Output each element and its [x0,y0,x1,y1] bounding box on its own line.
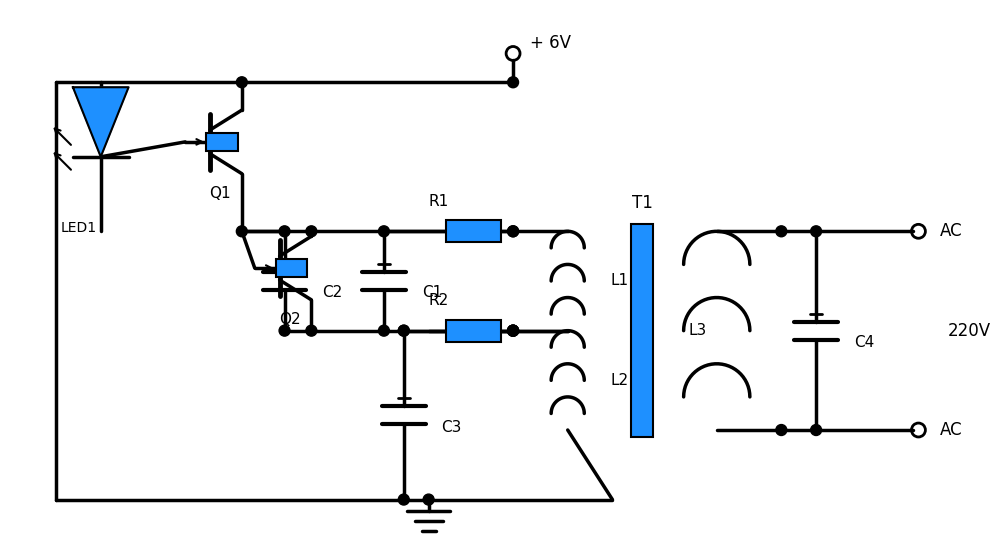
Circle shape [776,425,787,435]
Text: C4: C4 [854,335,874,350]
Circle shape [508,325,519,336]
FancyBboxPatch shape [446,220,501,242]
Text: L1: L1 [610,274,628,289]
Text: C3: C3 [442,420,462,435]
FancyBboxPatch shape [276,259,307,277]
Circle shape [236,226,247,237]
Circle shape [378,325,389,336]
Text: LED1: LED1 [61,221,97,235]
FancyBboxPatch shape [631,224,653,438]
Text: R1: R1 [429,194,449,209]
Circle shape [423,494,434,505]
Circle shape [378,226,389,237]
Circle shape [508,77,519,88]
Circle shape [508,325,519,336]
Circle shape [776,226,787,237]
Text: Q2: Q2 [279,312,300,327]
Circle shape [508,325,519,336]
Circle shape [508,226,519,237]
Circle shape [398,325,409,336]
Circle shape [279,226,290,237]
Circle shape [398,325,409,336]
Circle shape [508,325,519,336]
Text: L3: L3 [689,323,707,338]
Text: + 6V: + 6V [530,33,571,52]
Text: AC: AC [940,421,963,439]
Text: C2: C2 [322,285,343,300]
Text: C1: C1 [422,285,442,300]
Circle shape [398,494,409,505]
Text: L2: L2 [610,373,628,388]
Text: T1: T1 [632,195,653,212]
Circle shape [306,325,317,336]
FancyBboxPatch shape [446,320,501,341]
Circle shape [279,325,290,336]
Circle shape [811,226,822,237]
Text: R2: R2 [429,294,449,309]
Circle shape [306,226,317,237]
Circle shape [508,226,519,237]
Text: 220V: 220V [947,322,990,340]
FancyBboxPatch shape [206,133,238,151]
Text: Q1: Q1 [209,186,231,201]
Circle shape [236,77,247,88]
Circle shape [811,425,822,435]
Polygon shape [73,87,129,157]
Text: AC: AC [940,222,963,240]
